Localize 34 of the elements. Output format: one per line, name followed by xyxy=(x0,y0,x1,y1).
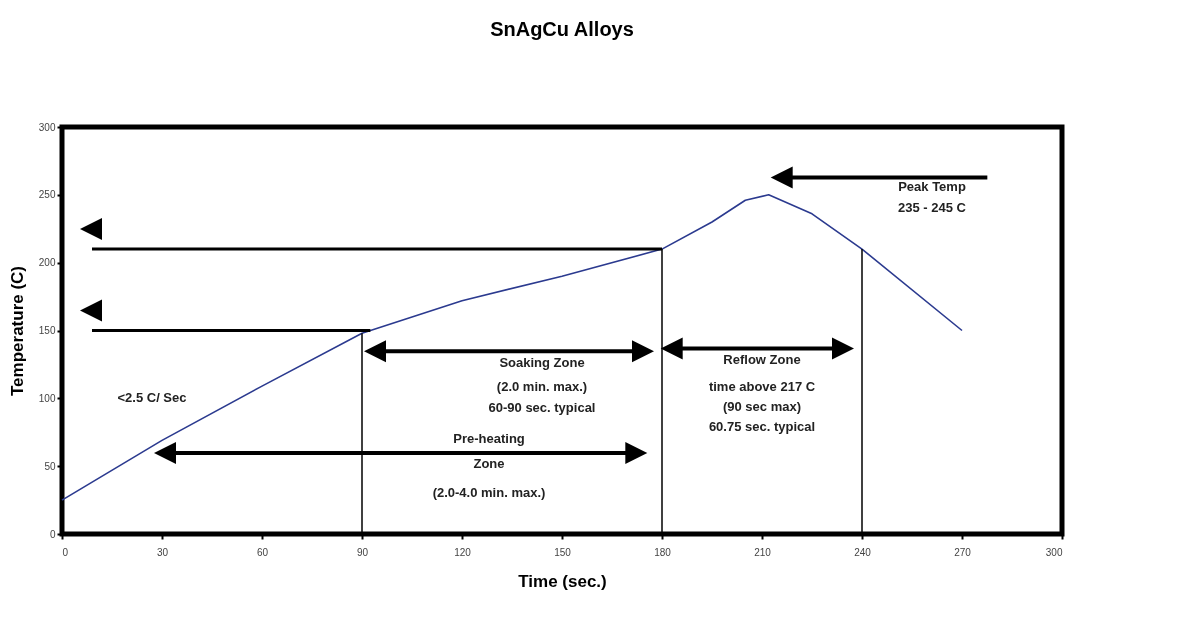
x-tick-label: 180 xyxy=(654,546,672,558)
x-tick-label: 270 xyxy=(954,546,972,558)
x-tick-label: 150 xyxy=(554,546,572,558)
annotation: 60-90 sec. typical xyxy=(488,399,596,415)
y-tick-label: 300 xyxy=(38,121,56,133)
x-axis-title: Time (sec.) xyxy=(518,571,607,591)
annotation: Soaking Zone xyxy=(499,355,585,371)
annotation: (90 sec max) xyxy=(722,398,802,414)
x-tick-label: 300 xyxy=(1045,546,1063,558)
y-tick-label: 0 xyxy=(49,528,56,540)
x-tick-label: 60 xyxy=(256,546,269,558)
annotation: Pre-heating xyxy=(453,431,525,447)
y-tick-label: 100 xyxy=(38,392,56,404)
x-tick-label: 30 xyxy=(156,546,169,558)
y-tick-label: 150 xyxy=(38,325,56,336)
chart-title: SnAgCu Alloys xyxy=(490,18,634,40)
annotation: 60.75 sec. typical xyxy=(708,418,816,434)
annotation: <2.5 C/ Sec xyxy=(117,390,187,406)
x-tick-label: 210 xyxy=(754,546,772,558)
annotation: Reflow Zone xyxy=(723,352,801,368)
y-tick-label: 250 xyxy=(38,189,56,201)
y-tick-label: 50 xyxy=(44,460,56,472)
y-axis-title: Temperature (C) xyxy=(7,265,27,397)
annotation: 235 - 245 C xyxy=(898,200,967,216)
x-tick-label: 0 xyxy=(62,546,69,558)
annotation: Peak Temp xyxy=(898,178,966,194)
x-tick-label: 90 xyxy=(356,546,369,558)
y-tick-label: 200 xyxy=(38,257,56,269)
annotation: (2.0-4.0 min. max.) xyxy=(432,485,546,501)
x-tick-label: 240 xyxy=(854,546,872,558)
annotation: (2.0 min. max.) xyxy=(496,379,588,395)
annotation: Zone xyxy=(473,455,505,471)
annotation: time above 217 C xyxy=(708,379,816,395)
x-tick-label: 120 xyxy=(454,546,472,558)
